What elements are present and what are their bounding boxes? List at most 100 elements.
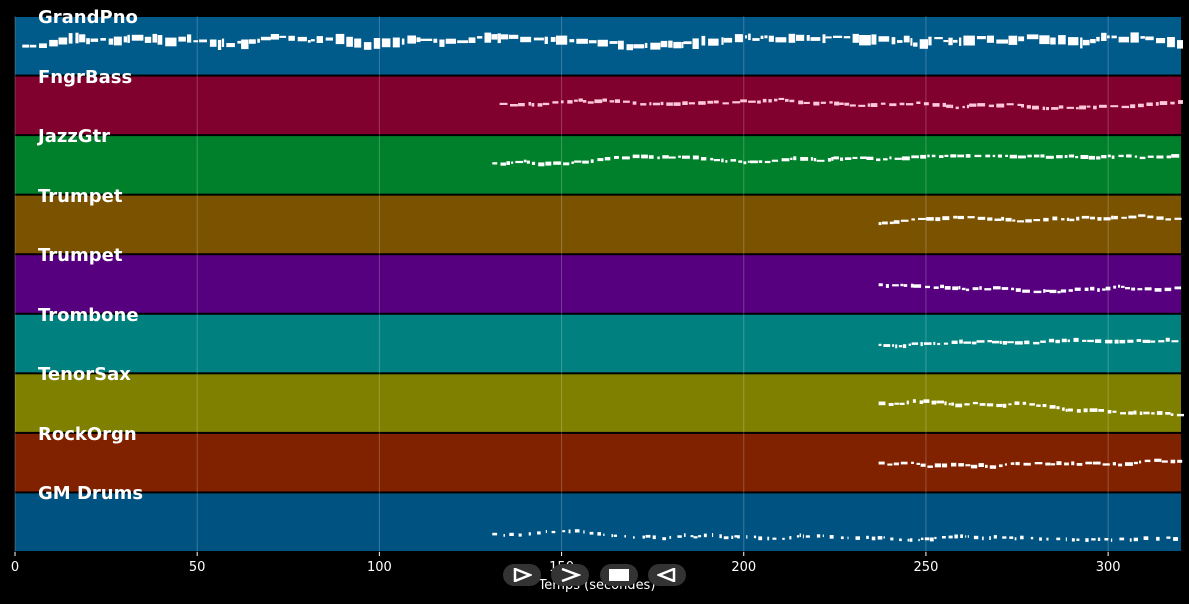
note-mark [1064,155,1068,158]
note-mark [805,535,810,538]
note-mark [803,101,810,104]
note-mark [1133,410,1137,415]
back-button[interactable] [648,564,686,586]
track-notes-4 [878,283,1182,294]
note-mark [260,36,271,41]
note-mark [822,34,826,44]
note-mark [500,34,509,40]
note-mark [569,39,575,43]
note-mark [68,33,73,44]
note-mark [943,342,949,345]
note-mark [248,39,256,44]
note-mark [1042,404,1047,408]
note-mark [1002,341,1007,345]
note-mark [1030,536,1034,540]
note-mark [964,403,970,406]
note-mark [985,154,991,158]
note-mark [911,461,914,464]
note-mark [953,39,958,43]
note-mark [966,104,969,109]
note-mark [996,103,1005,108]
note-mark [178,36,186,42]
note-mark [1051,107,1059,110]
note-mark [979,403,986,406]
track-lane-6 [15,374,1181,432]
note-mark [1022,289,1030,293]
note-mark [926,217,934,221]
note-mark [1073,337,1079,342]
stop-button[interactable] [600,564,638,586]
note-mark [934,463,942,468]
note-mark [1170,413,1174,416]
note-mark [1165,218,1171,221]
note-mark [1042,106,1046,111]
note-mark [880,102,886,105]
note-mark [477,36,483,39]
note-mark [1166,155,1172,159]
track-notes-7 [878,458,1183,469]
note-mark [723,536,729,540]
note-mark [526,160,530,164]
note-mark [1039,537,1042,541]
track-notes-3 [878,214,1182,226]
note-mark [662,155,669,159]
note-mark [1145,36,1154,41]
note-mark [1125,287,1130,290]
note-mark [1061,218,1065,221]
note-mark [802,534,804,539]
note-mark [662,537,666,541]
note-mark [1068,154,1075,158]
note-mark [131,34,144,41]
note-mark [614,156,619,159]
note-mark [923,102,929,106]
forward-button[interactable] [551,564,589,586]
note-mark [1096,36,1100,42]
note-mark [310,39,315,42]
note-mark [889,156,892,160]
note-mark [510,104,518,107]
note-mark [373,38,381,49]
note-mark [1002,536,1007,539]
note-mark [1040,340,1046,343]
note-mark [785,98,789,102]
note-mark [1009,154,1018,159]
note-mark [1119,339,1126,344]
play-button[interactable] [503,564,541,586]
note-mark [668,156,676,159]
note-mark [740,99,747,103]
note-mark [221,38,225,47]
note-mark [953,215,958,219]
note-mark [775,37,787,43]
note-mark [1025,219,1032,223]
note-mark [652,102,660,106]
note-mark [1166,536,1171,539]
note-mark [940,284,944,289]
note-mark [640,103,647,106]
note-mark [1151,412,1155,415]
note-mark [1006,103,1014,106]
note-mark [1174,286,1182,290]
note-mark [987,217,993,221]
note-mark [1090,216,1095,220]
note-mark [597,158,604,162]
note-mark [927,154,930,158]
note-mark [762,98,767,103]
note-mark [902,344,907,349]
note-mark [1119,537,1125,541]
note-mark [789,536,792,540]
note-mark [688,102,695,105]
note-mark [468,37,476,43]
note-mark [806,35,810,41]
note-mark [698,101,706,105]
note-mark [1056,155,1063,159]
x-tick-label: 200 [731,560,757,575]
note-mark [1176,413,1184,417]
note-mark [1027,154,1032,158]
note-mark [703,533,707,538]
note-mark [894,157,902,160]
note-mark [924,537,930,541]
note-mark [813,158,817,162]
note-mark [974,154,982,158]
note-mark [866,535,869,539]
note-mark [987,340,992,343]
